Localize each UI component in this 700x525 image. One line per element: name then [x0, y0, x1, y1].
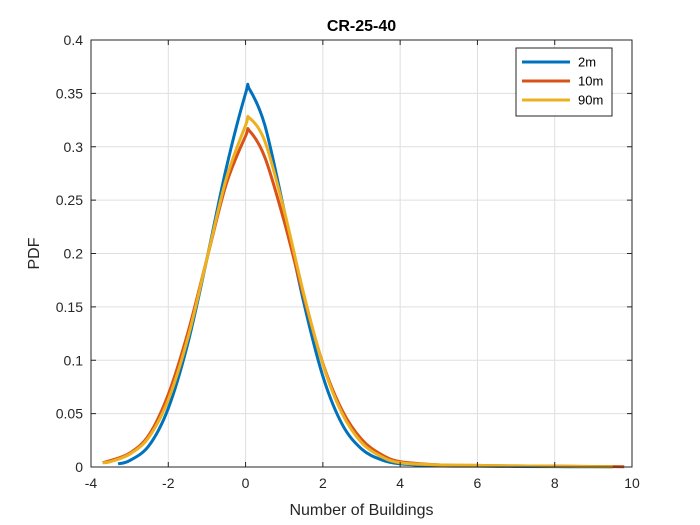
y-tick-label: 0.3 [64, 139, 84, 155]
chart-title: CR-25-40 [327, 18, 396, 35]
legend-label-90m: 90m [578, 93, 603, 108]
legend-label-2m: 2m [578, 55, 596, 70]
x-tick-label: -2 [162, 475, 175, 491]
y-axis-title: PDF [26, 237, 43, 269]
x-tick-label: 6 [474, 475, 482, 491]
y-tick-label: 0.1 [64, 352, 84, 368]
x-axis-title: Number of Buildings [289, 502, 433, 519]
y-tick-label: 0.35 [56, 85, 83, 101]
y-tick-label: 0.05 [56, 406, 83, 422]
x-tick-label: 2 [319, 475, 327, 491]
x-tick-label: 10 [624, 475, 640, 491]
y-tick-label: 0 [75, 459, 83, 475]
y-tick-label: 0.25 [56, 192, 83, 208]
y-tick-label: 0.2 [64, 246, 84, 262]
legend-label-10m: 10m [578, 74, 603, 89]
y-tick-label: 0.4 [64, 32, 84, 48]
ticks: -4 -2 0 2 4 6 8 10 0 0.05 0.1 0.15 0.2 0.25 0.3 0.35 0.4 [56, 32, 640, 491]
legend: 2m 10m 90m [515, 47, 613, 117]
x-tick-label: 0 [242, 475, 250, 491]
y-tick-label: 0.15 [56, 299, 83, 315]
x-tick-label: 4 [396, 475, 404, 491]
x-tick-label: 8 [551, 475, 559, 491]
x-tick-label: -4 [85, 475, 98, 491]
